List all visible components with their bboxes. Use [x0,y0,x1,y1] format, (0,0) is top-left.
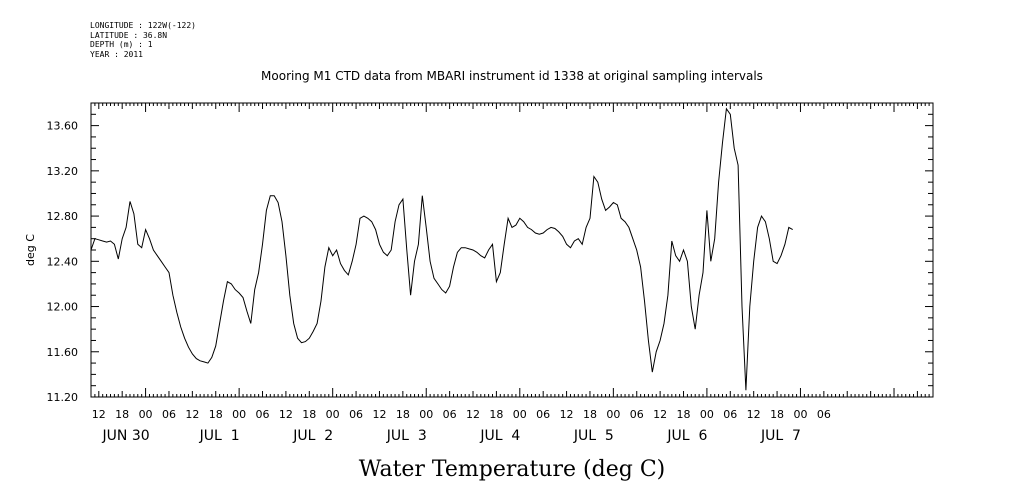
x-hour-label: 18 [302,408,316,421]
x-hour-label: 00 [606,408,620,421]
x-date-label: JUL 7 [760,428,801,444]
x-date-label: JUN 30 [102,428,150,444]
x-hour-label: 00 [326,408,340,421]
metadata-block: LONGITUDE : 122W(-122) LATITUDE : 36.8N … [90,21,196,59]
x-hour-label: 18 [396,408,410,421]
y-tick-label: 13.60 [47,120,79,133]
year-text: YEAR : 2011 [90,49,143,59]
plot-frame [90,102,934,398]
x-hour-label: 18 [489,408,503,421]
x-hour-label: 06 [723,408,737,421]
x-hour-label: 12 [185,408,199,421]
x-hour-label: 12 [92,408,106,421]
x-date-label: JUL 4 [479,428,520,444]
x-hour-label: 12 [653,408,667,421]
x-hour-label: 00 [232,408,246,421]
x-hour-label: 06 [536,408,550,421]
x-hour-label: 06 [817,408,831,421]
y-tick-label: 12.00 [47,301,79,314]
x-hour-label: 18 [677,408,691,421]
chart-title: Mooring M1 CTD data from MBARI instrumen… [261,69,763,83]
x-hour-label: 06 [256,408,270,421]
x-axis-label: Water Temperature (deg C) [359,457,666,482]
x-hour-label: 06 [162,408,176,421]
y-tick-label: 11.20 [47,391,79,404]
x-hour-label: 00 [513,408,527,421]
x-hour-label: 06 [630,408,644,421]
y-tick-label: 12.40 [47,255,79,268]
x-hour-label: 12 [747,408,761,421]
temperature-series-line [90,107,793,391]
x-date-label: JUL 6 [666,428,707,444]
x-hour-label: 12 [466,408,480,421]
y-tick-label: 13.20 [47,165,79,178]
y-tick-label: 12.80 [47,210,79,223]
x-hour-label: 00 [419,408,433,421]
x-hour-label: 12 [372,408,386,421]
longitude-text: LONGITUDE : 122W(-122) [90,21,196,30]
axes: 11.20 11.60 12.00 12.40 12.80 13.20 13.60 12 18 0… [47,102,934,444]
x-date-label: JUL 2 [292,428,333,444]
y-tick-label: 11.60 [47,346,79,359]
x-date-label: JUL 1 [199,428,240,444]
x-hour-label: 06 [443,408,457,421]
x-hour-label: 18 [209,408,223,421]
x-date-label: JUL 5 [573,428,614,444]
x-hour-label: 00 [139,408,153,421]
x-hour-label: 12 [279,408,293,421]
x-hour-label: 00 [700,408,714,421]
x-hour-label: 18 [115,408,129,421]
depth-text: DEPTH (m) : 1 [90,40,153,49]
x-date-label: JUL 3 [386,428,427,444]
x-hour-label: 12 [560,408,574,421]
y-axis-label: deg C [24,234,37,266]
x-hour-label: 18 [770,408,784,421]
x-hour-label: 00 [793,408,807,421]
x-hour-label: 06 [349,408,363,421]
x-hour-label: 18 [583,408,597,421]
latitude-text: LATITUDE : 36.8N [90,30,168,40]
